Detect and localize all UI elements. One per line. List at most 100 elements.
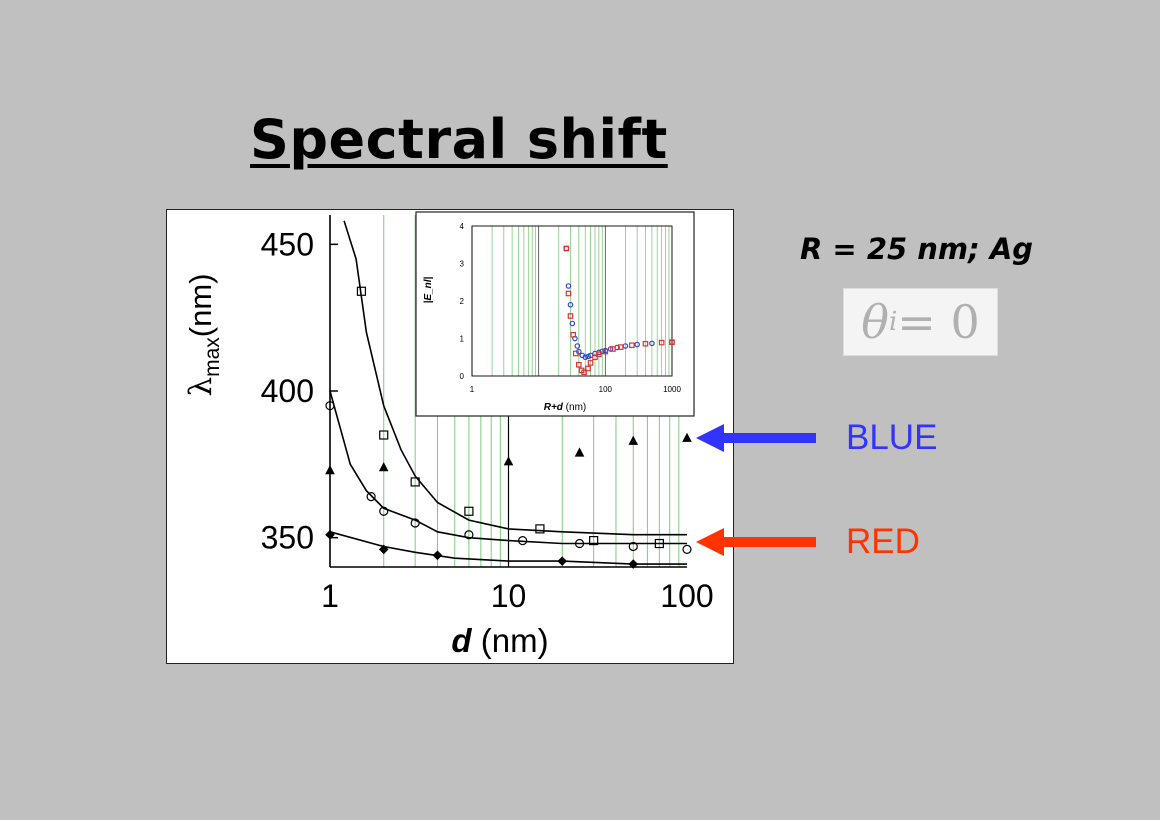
main-point-triangle [682,432,692,442]
inset-point-square [563,245,570,252]
main-point-circle [574,538,585,549]
main-point-diamond [325,529,335,540]
main-point-diamond [557,556,568,566]
inset-point-square [610,346,616,352]
main-fit-curve-2 [329,390,687,545]
main-point-triangle [628,435,639,445]
inset-point-square [576,361,582,368]
slide-title: Spectral shift [250,108,668,171]
inset-x-tick-label: 100 [599,385,613,394]
main-point-triangle [378,462,389,472]
inset-point-circle [569,320,576,327]
inset-point-square [629,342,635,349]
main-y-label-lambda: λ [183,377,219,397]
inset-x-tick-label: 1000 [663,385,681,394]
inset-x-label-italic: R+d [544,402,564,413]
main-fit-curve-3 [329,531,687,565]
main-x-tick-label: 100 [660,578,713,614]
inset-point-circle [634,341,640,348]
main-fit-curves [329,220,687,565]
main-point-triangle [325,465,335,475]
main-x-axis-label: d (nm) [451,622,548,659]
main-point-circle [628,541,638,552]
inset-point-square [581,369,587,376]
inset-x-axis-label: R+d (nm) [544,402,587,413]
main-point-square [464,506,474,516]
main-point-circle [325,401,335,411]
main-point-square [654,538,664,549]
inset-point-square [658,339,665,346]
inset-frame [415,211,695,417]
main-x-tick-label: 1 [321,578,339,614]
main-y-tick-label: 400 [261,373,314,409]
main-point-circle [464,530,474,540]
inset-data-points [563,245,675,376]
main-point-square [356,286,367,296]
main-point-square [589,536,599,546]
inset-point-circle [649,340,655,347]
inset-x-label-rest: (nm) [563,402,586,413]
inset-point-square [596,351,602,358]
main-point-circle [366,492,376,502]
inset-point-square [617,344,624,350]
red-label: RED [846,522,920,561]
inset-point-square [565,290,572,297]
main-x-label-rest: (nm) [472,622,549,659]
inset-y-tick-label: 4 [460,222,465,231]
inset-y-tick-label: 0 [460,372,465,381]
main-y-tick-label: 450 [261,226,314,262]
inset-axes [471,225,673,377]
inset-point-square [585,365,591,372]
inset-x-tick-label: 1 [470,385,475,394]
inset-point-square [567,313,574,319]
main-point-square [535,524,545,534]
inset-point-square [587,360,594,366]
inset-point-square [642,340,649,347]
inset-point-square [570,331,577,338]
main-y-label-sub: max [201,337,224,377]
main-y-label-rest: (nm) [183,273,218,337]
main-point-circle [379,506,389,516]
main-x-label-italic: d [451,622,472,659]
inset-grid [471,226,670,376]
red-arrow-icon [696,528,816,556]
inset-point-square [602,348,609,355]
theta-subscript: i [888,307,898,337]
main-point-square [379,430,389,440]
inset-y-tick-label: 2 [460,297,465,306]
main-point-triangle [574,447,585,457]
main-chart: 1 10 100 350 400 450 d (nm) λmax(nm) 1 100 1000… [166,209,734,664]
theta-value: = 0 [897,295,980,349]
main-point-diamond [432,550,443,561]
main-point-circle [682,544,692,554]
theta-symbol: θ [861,295,889,349]
inset-point-circle [599,348,606,355]
main-point-square [410,477,420,487]
main-y-tick-label: 350 [261,520,314,556]
inset-y-tick-label: 3 [460,260,465,269]
main-point-triangle [503,456,514,466]
main-point-diamond [378,544,389,555]
inset-point-circle [574,343,581,349]
inset-point-circle [567,301,574,308]
main-point-diamond [628,559,639,569]
main-point-circle [410,518,420,528]
inset-point-square [572,350,579,357]
main-point-circle [518,536,528,546]
inset-point-circle [582,354,589,361]
inset-point-square [669,339,675,346]
inset-y-tick-label: 1 [460,335,465,344]
main-x-tick-label: 10 [491,578,527,614]
blue-label: BLUE [846,418,938,457]
main-data-points [325,286,692,569]
main-fit-curve-1 [343,220,687,536]
inset-point-square [592,354,598,361]
blue-arrow-icon [696,424,816,452]
inset-y-axis-label: |E_nl| [423,276,434,303]
main-y-axis-label: λmax(nm) [183,273,224,396]
